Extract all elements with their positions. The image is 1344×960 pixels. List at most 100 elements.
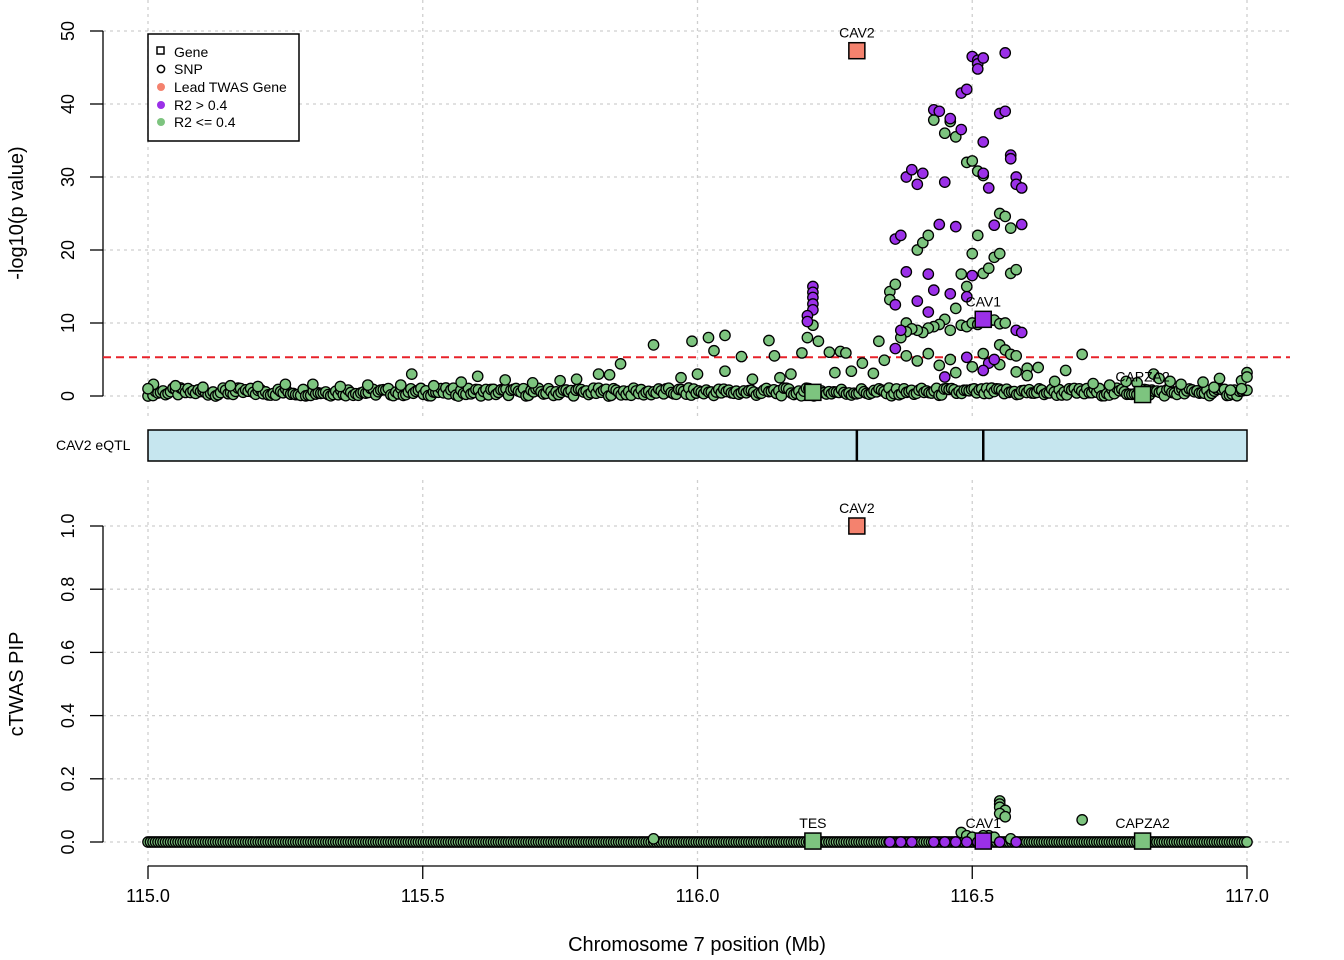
- gwas-snp-point: [471, 370, 484, 383]
- gwas-gene-label-capza2: CAPZA2: [1115, 369, 1170, 385]
- gwas-gene-markers: CAV2 CAV1 CAPZA2: [804, 25, 1170, 404]
- gwas-gene-marker-tes: [804, 383, 822, 402]
- gwas-snp-point: [938, 127, 951, 140]
- gwas-snp-point: [1015, 326, 1028, 339]
- legend-label-low-ld: R2 <= 0.4: [174, 114, 236, 130]
- gwas-snp-point: [1010, 263, 1023, 276]
- gwas-snp-point: [1004, 152, 1017, 165]
- gwas-snp-point: [960, 351, 973, 364]
- gwas-snp-point: [867, 367, 880, 380]
- gwas-snp-point: [1103, 379, 1116, 391]
- gwas-snp-point: [1010, 366, 1023, 378]
- gwas-snp-point: [1076, 348, 1089, 361]
- gwas-snp-point: [197, 381, 209, 394]
- gwas-snp-point: [944, 353, 957, 366]
- gwas-snp-point: [774, 371, 786, 384]
- pip-y-tick-label: 0.8: [58, 577, 78, 602]
- gwas-snp-point: [960, 83, 973, 96]
- gwas-gene-label-cav2: CAV2: [839, 25, 875, 41]
- gwas-snp-point: [252, 380, 264, 393]
- gwas-snp-point: [955, 123, 968, 136]
- legend-label-snp: SNP: [174, 61, 203, 77]
- pip-gene-marker-cav1: [974, 832, 992, 850]
- gwas-snp-point: [812, 335, 825, 348]
- gwas-gene-marker-capza2: [1133, 385, 1152, 404]
- pip-gene-marker-tes: [804, 832, 822, 850]
- gwas-snp-point: [1164, 375, 1176, 388]
- gwas-snp-point: [1175, 378, 1187, 391]
- gwas-snp-point: [763, 334, 775, 347]
- gwas-snp-point: [840, 347, 852, 359]
- gwas-snp-point: [334, 380, 347, 393]
- gwas-snp-point: [878, 354, 891, 367]
- gwas-snp-point: [872, 335, 885, 348]
- gwas-y-tick-label: 40: [58, 94, 78, 114]
- gwas-snp-point: [801, 331, 814, 344]
- gwas-snp-point: [971, 229, 984, 242]
- legend: Gene SNP Lead TWAS Gene R2 > 0.4 R2 <= 0…: [147, 33, 300, 142]
- gwas-snp-point: [960, 280, 973, 293]
- pip-gene-label-cav2: CAV2: [839, 500, 875, 516]
- gwas-snp-point: [785, 368, 797, 380]
- gwas-snp-point: [801, 315, 814, 328]
- gwas-snp-point: [675, 371, 687, 384]
- pip-snp-point: [949, 836, 962, 848]
- gwas-snp-point: [306, 378, 319, 391]
- x-tick-label: 116.5: [950, 886, 994, 906]
- gwas-snp-point: [988, 219, 1001, 232]
- legend-snp-circle-icon: [156, 64, 166, 74]
- pip-gene-marker-capza2: [1133, 832, 1152, 850]
- gwas-snp-point: [938, 371, 951, 383]
- pip-y-tick-label: 0.4: [58, 703, 78, 728]
- gwas-snp-point: [922, 347, 935, 360]
- gwas-snp-point: [647, 339, 660, 351]
- gwas-snp-point: [911, 295, 924, 307]
- gwas-snp-point: [279, 378, 292, 391]
- pip-snp-point: [927, 836, 940, 848]
- gwas-snp-point: [719, 365, 731, 378]
- legend-label-gene: Gene: [174, 44, 208, 60]
- legend-label-high-ld: R2 > 0.4: [174, 97, 228, 113]
- pip-gene-marker-cav2: [848, 517, 866, 535]
- pip-gene-label-cav1: CAV1: [965, 815, 1001, 831]
- eqtl-region-bar: [147, 429, 1248, 462]
- gwas-gene-marker-cav2: [848, 41, 866, 60]
- gwas-snp-point: [224, 379, 237, 392]
- gwas-snp-point: [856, 357, 869, 369]
- pip-snp-point: [1010, 836, 1023, 848]
- pip-y-tick-label: 0.2: [58, 766, 78, 791]
- gwas-snp-point: [982, 182, 995, 194]
- gwas-snp-point: [889, 298, 902, 311]
- gwas-snp-point: [1197, 376, 1209, 388]
- gwas-snp-point: [554, 374, 566, 387]
- gwas-snp-point: [977, 136, 990, 148]
- gwas-snp-point: [927, 284, 940, 296]
- gwas-snp-point: [845, 365, 858, 378]
- gwas-snp-point: [933, 218, 946, 231]
- pip-gene-markers: CAV2 CAV1 TES CAPZA2: [799, 500, 1170, 850]
- pip-snp-point: [960, 836, 973, 848]
- gwas-snp-point: [999, 47, 1012, 59]
- gwas-y-tick-label: 20: [58, 240, 78, 260]
- pip-y-tick-label: 0.0: [58, 829, 78, 854]
- gwas-snp-point: [922, 268, 935, 280]
- gwas-snp-point: [949, 220, 962, 233]
- gwas-snp-point: [1224, 384, 1237, 397]
- x-tick-label: 117.0: [1225, 886, 1269, 906]
- gwas-snp-point: [1015, 182, 1028, 194]
- gwas-snp-point: [796, 347, 808, 359]
- gwas-y-tick-label: 0: [58, 391, 78, 401]
- gwas-snp-point: [719, 329, 731, 342]
- gwas-snp-point: [1015, 218, 1028, 231]
- gwas-snp-point: [1241, 371, 1253, 383]
- gwas-snp-point: [999, 317, 1012, 329]
- gwas-snp-point: [1213, 372, 1226, 385]
- pip-snp-point: [647, 832, 660, 845]
- gwas-snp-point: [933, 105, 946, 118]
- gwas-snp-point: [1048, 375, 1061, 388]
- x-tick-label: 115.0: [126, 886, 170, 906]
- gwas-snp-point: [988, 353, 1001, 366]
- gwas-snp-point: [455, 376, 468, 388]
- x-axis-title: Chromosome 7 position (Mb): [568, 934, 826, 956]
